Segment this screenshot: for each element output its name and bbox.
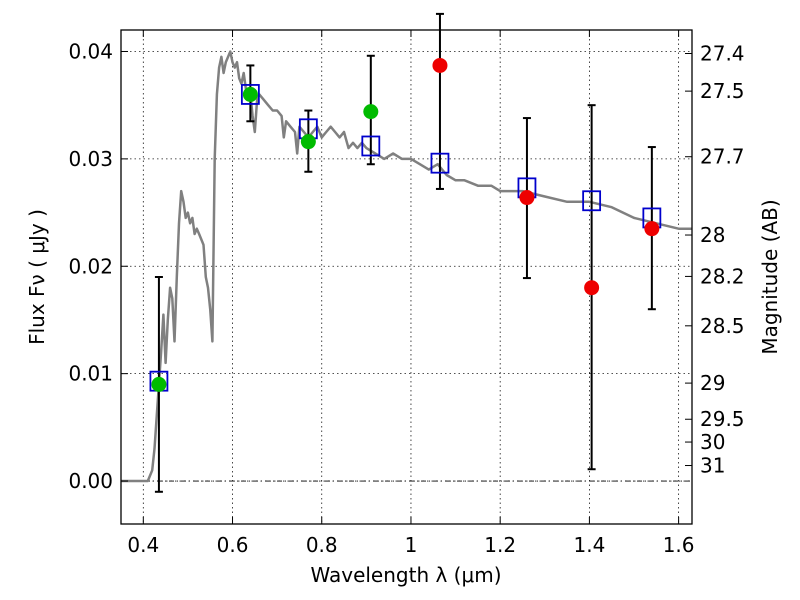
x-tick-label: 1.6: [663, 533, 695, 557]
y-axis-label: Flux Fν ( μJy ): [25, 209, 49, 345]
observation-marker: [584, 280, 600, 296]
y2-tick-label: 28.2: [700, 264, 745, 288]
grid: [121, 30, 692, 524]
errorbars: [154, 12, 656, 493]
model-marker: [240, 84, 260, 105]
y2-tick-label: 30: [700, 430, 725, 454]
plot-frame: [120, 29, 693, 525]
y2-tick-label: 27.7: [700, 145, 745, 169]
observation-marker: [242, 86, 258, 102]
observation-marker: [432, 57, 448, 73]
observation-points: [151, 57, 660, 392]
observation-marker: [644, 221, 660, 237]
y2-tick-label: 28: [700, 223, 725, 247]
y2-tick-label: 29: [700, 371, 725, 395]
y2-tick-label: 29.5: [700, 407, 745, 431]
y-tick-label: 0.00: [68, 469, 113, 493]
x-tick-label: 0.8: [306, 533, 338, 557]
observation-marker: [300, 134, 316, 150]
y-tick-label: 0.04: [68, 39, 113, 63]
y-tick-label: 0.03: [68, 147, 113, 171]
y2-axis-label: Magnitude (AB): [758, 199, 782, 354]
observation-marker: [519, 190, 535, 206]
x-tick-label: 1: [405, 533, 418, 557]
observation-marker: [363, 104, 379, 120]
y-tick-label: 0.02: [68, 254, 113, 278]
observation-marker: [151, 376, 167, 392]
ticks: 0.4 0.6 0.8 1 1.2 1.4 1.6 0.00 0.01 0.02 0.03 0.04 2…: [68, 30, 745, 557]
x-axis-label: Wavelength λ (μm): [310, 563, 501, 587]
y-tick-label: 0.01: [68, 362, 113, 386]
x-tick-label: 0.4: [127, 533, 159, 557]
model-marker: [430, 152, 450, 174]
model-marker: [361, 135, 381, 157]
model-marker: [582, 190, 602, 212]
x-tick-label: 1.4: [573, 533, 605, 557]
x-tick-label: 0.6: [217, 533, 249, 557]
model-points: [149, 84, 662, 392]
y2-tick-label: 27.4: [700, 42, 745, 66]
x-tick-label: 1.2: [484, 533, 516, 557]
y2-tick-label: 27.5: [700, 79, 745, 103]
y2-tick-label: 31: [700, 454, 725, 478]
y2-tick-label: 28.5: [700, 314, 745, 338]
